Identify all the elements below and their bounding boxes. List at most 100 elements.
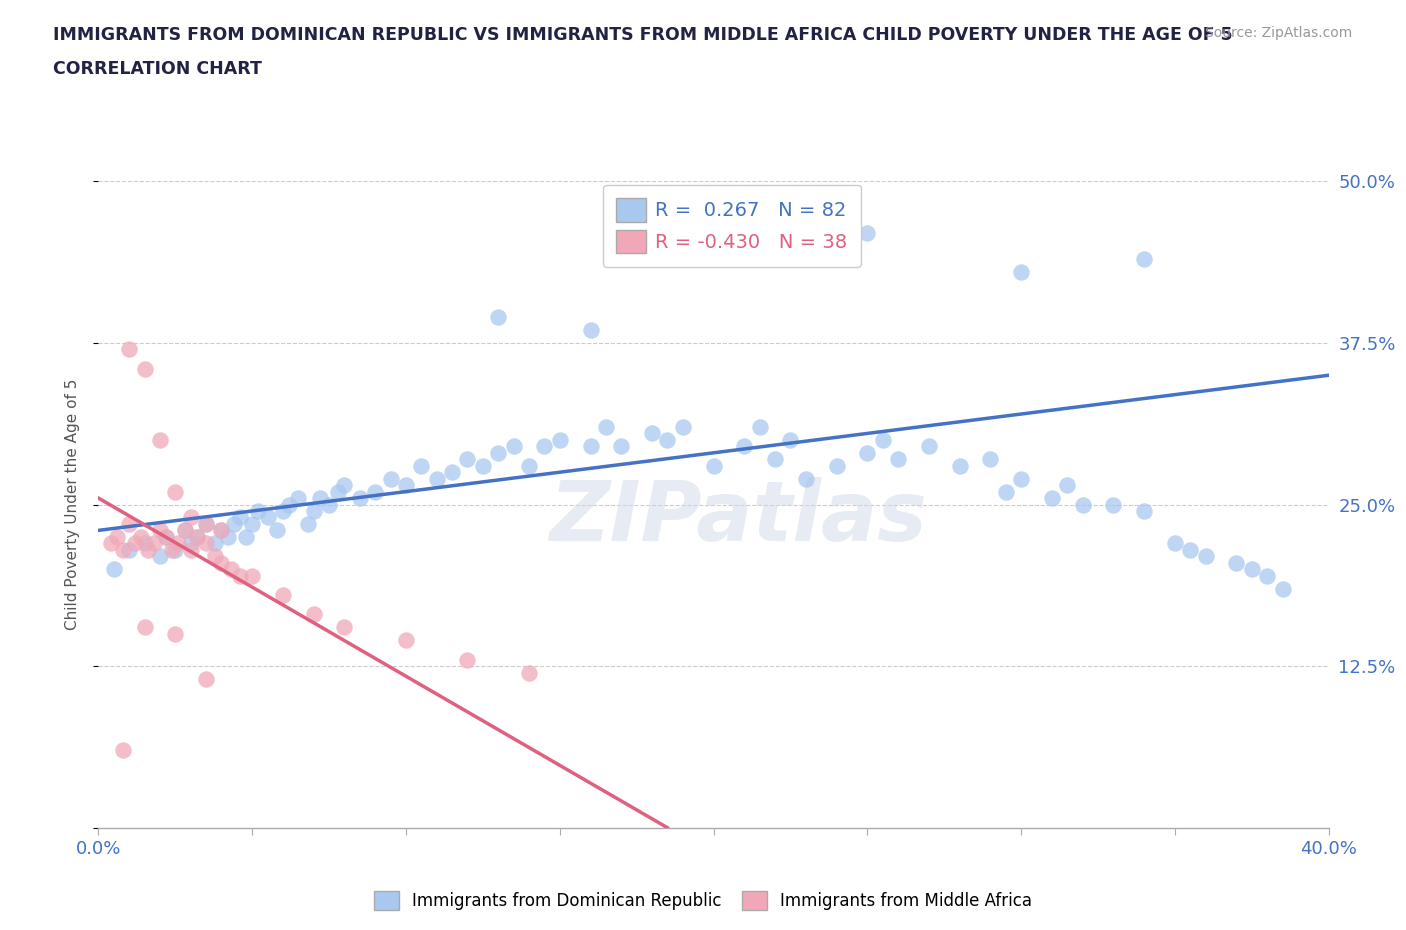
- Point: [165, 627, 187, 642]
- Point: [595, 419, 617, 434]
- Point: [349, 491, 371, 506]
- Point: [136, 542, 159, 557]
- Point: [471, 458, 494, 473]
- Point: [173, 523, 195, 538]
- Point: [1133, 503, 1156, 518]
- Point: [733, 439, 755, 454]
- Point: [124, 536, 146, 551]
- Point: [456, 452, 478, 467]
- Point: [180, 542, 202, 557]
- Point: [872, 432, 894, 447]
- Point: [195, 516, 218, 531]
- Y-axis label: Child Poverty Under the Age of 5: Child Poverty Under the Age of 5: [65, 379, 80, 631]
- Point: [105, 529, 128, 544]
- Point: [112, 542, 135, 557]
- Point: [703, 239, 725, 254]
- Point: [204, 536, 226, 551]
- Point: [979, 452, 1001, 467]
- Point: [271, 588, 294, 603]
- Point: [517, 458, 540, 473]
- Point: [1102, 498, 1125, 512]
- Legend: R =  0.267   N = 82, R = -0.430   N = 38: R = 0.267 N = 82, R = -0.430 N = 38: [603, 185, 860, 267]
- Point: [247, 503, 270, 518]
- Point: [579, 439, 602, 454]
- Point: [1056, 478, 1078, 493]
- Point: [256, 510, 278, 525]
- Point: [149, 432, 172, 447]
- Legend: Immigrants from Dominican Republic, Immigrants from Middle Africa: Immigrants from Dominican Republic, Immi…: [367, 884, 1039, 917]
- Point: [1071, 498, 1094, 512]
- Point: [195, 536, 218, 551]
- Point: [1195, 549, 1218, 564]
- Point: [211, 523, 233, 538]
- Point: [219, 562, 242, 577]
- Point: [426, 472, 449, 486]
- Point: [118, 542, 141, 557]
- Point: [502, 439, 524, 454]
- Point: [1164, 536, 1187, 551]
- Point: [211, 555, 233, 570]
- Point: [763, 452, 786, 467]
- Point: [380, 472, 402, 486]
- Point: [1133, 251, 1156, 266]
- Point: [271, 503, 294, 518]
- Point: [309, 491, 332, 506]
- Point: [411, 458, 433, 473]
- Point: [134, 620, 156, 635]
- Point: [131, 529, 153, 544]
- Point: [318, 498, 340, 512]
- Point: [456, 652, 478, 667]
- Point: [657, 432, 679, 447]
- Text: CORRELATION CHART: CORRELATION CHART: [53, 60, 263, 78]
- Point: [180, 510, 202, 525]
- Point: [297, 516, 319, 531]
- Point: [302, 503, 325, 518]
- Point: [165, 542, 187, 557]
- Point: [229, 568, 252, 583]
- Point: [186, 529, 208, 544]
- Point: [748, 419, 770, 434]
- Point: [579, 323, 602, 338]
- Point: [240, 568, 263, 583]
- Point: [180, 536, 202, 551]
- Point: [167, 536, 190, 551]
- Point: [1271, 581, 1294, 596]
- Point: [1010, 472, 1032, 486]
- Point: [794, 472, 817, 486]
- Point: [333, 478, 356, 493]
- Point: [134, 362, 156, 377]
- Point: [165, 485, 187, 499]
- Point: [1225, 555, 1247, 570]
- Point: [149, 523, 172, 538]
- Point: [162, 542, 183, 557]
- Point: [856, 445, 879, 460]
- Point: [548, 432, 571, 447]
- Text: Source: ZipAtlas.com: Source: ZipAtlas.com: [1205, 26, 1353, 40]
- Point: [278, 498, 301, 512]
- Point: [610, 439, 633, 454]
- Point: [641, 426, 664, 441]
- Point: [517, 665, 540, 680]
- Point: [211, 523, 233, 538]
- Point: [229, 510, 252, 525]
- Text: ZIPatlas: ZIPatlas: [550, 477, 927, 558]
- Point: [395, 478, 418, 493]
- Point: [155, 529, 177, 544]
- Point: [118, 342, 141, 357]
- Text: IMMIGRANTS FROM DOMINICAN REPUBLIC VS IMMIGRANTS FROM MIDDLE AFRICA CHILD POVERT: IMMIGRANTS FROM DOMINICAN REPUBLIC VS IM…: [53, 26, 1233, 44]
- Point: [1256, 568, 1278, 583]
- Point: [112, 743, 135, 758]
- Point: [149, 549, 172, 564]
- Point: [364, 485, 387, 499]
- Point: [118, 516, 141, 531]
- Point: [949, 458, 972, 473]
- Point: [779, 432, 801, 447]
- Point: [222, 516, 245, 531]
- Point: [918, 439, 941, 454]
- Point: [1010, 264, 1032, 279]
- Point: [173, 523, 195, 538]
- Point: [1240, 562, 1263, 577]
- Point: [856, 226, 879, 241]
- Point: [103, 562, 125, 577]
- Point: [328, 485, 350, 499]
